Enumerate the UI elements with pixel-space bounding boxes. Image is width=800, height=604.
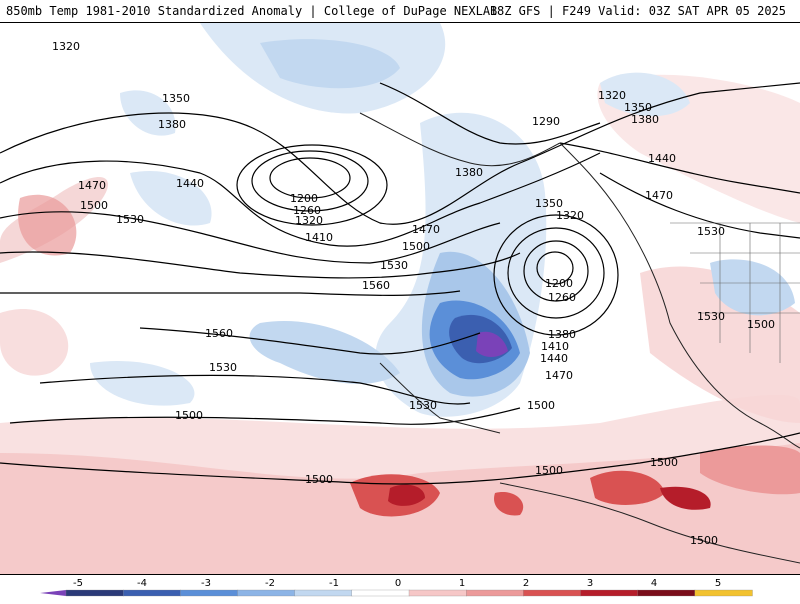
contour-label: 1530 (380, 259, 408, 272)
cold-anomaly-shading (90, 23, 795, 417)
contour-label: 1500 (80, 199, 108, 212)
contour-label: 1320 (52, 40, 80, 53)
contour-label: 1350 (624, 101, 652, 114)
contour-label: 1470 (645, 189, 673, 202)
coastlines (359, 112, 800, 564)
contour-label: 1440 (648, 152, 676, 165)
contour-label: 1470 (78, 179, 106, 192)
colorbar-tick-label: 5 (715, 578, 721, 589)
colorbar-segment (408, 589, 467, 597)
height-contours (0, 82, 800, 485)
colorbar-segments (40, 589, 753, 597)
contour-label: 1500 (535, 464, 563, 477)
contour-label: 1500 (402, 240, 430, 253)
colorbar-segment (294, 589, 353, 597)
product-title: 850mb Temp 1981-2010 Standardized Anomal… (6, 4, 498, 18)
contour-label: 1440 (540, 352, 568, 365)
contour-label: 1380 (455, 166, 483, 179)
contour-label: 1260 (548, 291, 576, 304)
colorbar-tick-label: 1 (459, 578, 465, 589)
map-svg: 1320 1350 1380 1440 1470 1500 1530 1200 … (0, 23, 800, 574)
title-bar: 850mb Temp 1981-2010 Standardized Anomal… (0, 0, 800, 22)
contour-label: 1320 (295, 214, 323, 227)
contour-label: 1500 (747, 318, 775, 331)
contour-label: 1500 (305, 473, 333, 486)
map-panel: 1320 1350 1380 1440 1470 1500 1530 1200 … (0, 22, 800, 575)
state-borders (670, 222, 800, 363)
colorbar-segment (637, 589, 696, 597)
colorbar-tick-label: -1 (329, 578, 339, 589)
colorbar-segment (123, 589, 181, 597)
contour-label: 1320 (598, 89, 626, 102)
colorbar-svg: -5 -4 -3 -2 -1 0 1 2 3 4 5 (40, 578, 753, 597)
contour-label: 1500 (690, 534, 718, 547)
colorbar-segment (523, 589, 582, 597)
colorbar-tick-label: -4 (137, 578, 147, 589)
colorbar-segment (237, 589, 296, 597)
contour-label: 1530 (697, 310, 725, 323)
colorbar-tick-label: 2 (523, 578, 529, 589)
contour-label: 1560 (362, 279, 390, 292)
contour-label: 1500 (175, 409, 203, 422)
colorbar-segment (180, 589, 239, 597)
contour-label: 1260 (293, 204, 321, 217)
contour-label: 1530 (697, 225, 725, 238)
contour-label: 1530 (209, 361, 237, 374)
contour-label: 1410 (541, 340, 569, 353)
colorbar-tick-label: 4 (651, 578, 657, 589)
colorbar-segment (694, 589, 753, 597)
contour-label: 1500 (527, 399, 555, 412)
contour-label: 1560 (205, 327, 233, 340)
colorbar-segment (580, 589, 639, 597)
contour-label: 1440 (176, 177, 204, 190)
colorbar-segment (65, 589, 124, 597)
contour-label: 1350 (535, 197, 563, 210)
colorbar-tick-label: 3 (587, 578, 593, 589)
contour-label: 1380 (548, 328, 576, 341)
contour-label: 1380 (158, 118, 186, 131)
colorbar-ticks: -5 -4 -3 -2 -1 0 1 2 3 4 5 (73, 578, 721, 589)
colorbar-tick-label: -3 (201, 578, 211, 589)
contour-label: 1500 (650, 456, 678, 469)
contour-label: 1470 (545, 369, 573, 382)
colorbar-segment (351, 589, 410, 597)
colorbar-end-low (40, 590, 66, 596)
contour-label: 1320 (556, 209, 584, 222)
colorbar-segment (466, 589, 524, 597)
contour-label: 1530 (116, 213, 144, 226)
contour-label: 1200 (290, 192, 318, 205)
contour-label: 1200 (545, 277, 573, 290)
contour-label: 1380 (631, 113, 659, 126)
colorbar-tick-label: -5 (73, 578, 83, 589)
contour-label: 1350 (162, 92, 190, 105)
contour-label: 1470 (412, 223, 440, 236)
colorbar: -5 -4 -3 -2 -1 0 1 2 3 4 5 (0, 576, 800, 600)
contour-label: 1290 (532, 115, 560, 128)
model-valid-time: 18Z GFS | F249 Valid: 03Z SAT APR 05 202… (489, 4, 786, 18)
colorbar-tick-label: 0 (395, 578, 401, 589)
contour-label: 1410 (305, 231, 333, 244)
contour-labels: 1320 1350 1380 1440 1470 1500 1530 1200 … (52, 40, 775, 547)
colorbar-tick-label: -2 (265, 578, 275, 589)
contour-label: 1530 (409, 399, 437, 412)
